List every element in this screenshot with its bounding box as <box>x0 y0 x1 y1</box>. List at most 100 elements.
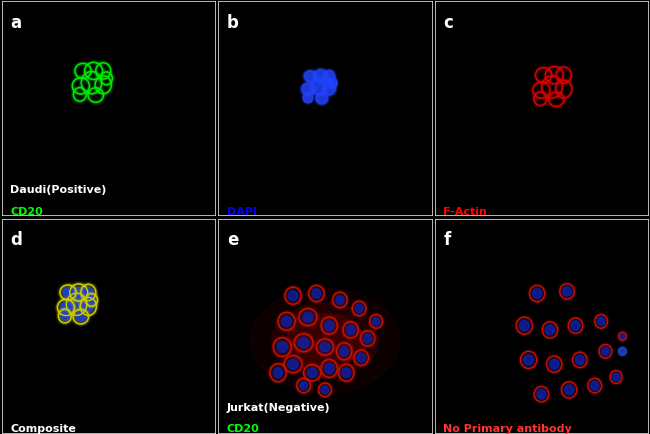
Ellipse shape <box>358 354 365 362</box>
Ellipse shape <box>323 81 335 95</box>
Ellipse shape <box>62 287 73 298</box>
Ellipse shape <box>302 92 313 103</box>
Ellipse shape <box>312 289 320 298</box>
Ellipse shape <box>306 367 318 378</box>
Ellipse shape <box>281 315 292 328</box>
Ellipse shape <box>311 79 326 95</box>
Ellipse shape <box>562 286 572 296</box>
Ellipse shape <box>311 288 321 299</box>
Ellipse shape <box>612 372 621 382</box>
Ellipse shape <box>301 82 316 96</box>
Ellipse shape <box>300 81 317 97</box>
Ellipse shape <box>302 311 315 323</box>
Ellipse shape <box>325 321 333 330</box>
Ellipse shape <box>299 380 309 391</box>
Text: No Primary antibody: No Primary antibody <box>443 424 572 434</box>
Text: f: f <box>443 231 450 250</box>
Ellipse shape <box>321 79 337 97</box>
Ellipse shape <box>73 286 85 299</box>
Ellipse shape <box>325 364 333 373</box>
Ellipse shape <box>288 290 298 301</box>
Ellipse shape <box>287 358 300 370</box>
Ellipse shape <box>335 295 345 305</box>
Ellipse shape <box>62 286 74 298</box>
Ellipse shape <box>327 77 337 89</box>
Ellipse shape <box>346 326 355 335</box>
Ellipse shape <box>620 334 625 339</box>
Ellipse shape <box>287 289 299 302</box>
Ellipse shape <box>326 77 339 89</box>
Text: DAPI: DAPI <box>227 207 257 217</box>
Ellipse shape <box>313 69 329 84</box>
Ellipse shape <box>282 316 291 326</box>
Ellipse shape <box>316 93 328 104</box>
Ellipse shape <box>70 298 83 311</box>
Ellipse shape <box>304 70 318 82</box>
Ellipse shape <box>519 320 530 332</box>
Ellipse shape <box>335 294 345 306</box>
Ellipse shape <box>61 302 71 312</box>
Ellipse shape <box>602 347 609 355</box>
Ellipse shape <box>339 346 349 357</box>
Ellipse shape <box>550 359 559 369</box>
Ellipse shape <box>314 92 330 105</box>
Ellipse shape <box>356 305 363 312</box>
Ellipse shape <box>289 291 298 300</box>
Text: d: d <box>10 231 22 250</box>
Ellipse shape <box>73 287 84 298</box>
Ellipse shape <box>60 311 70 321</box>
Ellipse shape <box>545 325 554 335</box>
Ellipse shape <box>597 317 605 326</box>
Ellipse shape <box>518 319 530 332</box>
Ellipse shape <box>75 312 86 322</box>
Ellipse shape <box>324 320 334 331</box>
Ellipse shape <box>363 334 372 343</box>
Ellipse shape <box>320 342 330 352</box>
Text: Jurkat(Negative): Jurkat(Negative) <box>227 403 331 413</box>
Ellipse shape <box>601 346 610 356</box>
Ellipse shape <box>612 373 620 381</box>
Ellipse shape <box>523 353 535 366</box>
Ellipse shape <box>310 78 327 96</box>
Ellipse shape <box>619 333 625 339</box>
Ellipse shape <box>273 367 283 378</box>
Ellipse shape <box>300 381 307 390</box>
Text: a: a <box>10 14 21 32</box>
Ellipse shape <box>309 76 328 97</box>
Ellipse shape <box>288 359 298 369</box>
Ellipse shape <box>320 385 330 395</box>
Ellipse shape <box>276 340 289 354</box>
Ellipse shape <box>88 296 95 304</box>
Ellipse shape <box>87 296 96 304</box>
Ellipse shape <box>562 286 573 297</box>
Ellipse shape <box>357 353 366 363</box>
Ellipse shape <box>323 69 335 84</box>
Polygon shape <box>272 303 378 378</box>
Ellipse shape <box>346 325 356 335</box>
Ellipse shape <box>601 347 610 356</box>
Ellipse shape <box>363 334 372 343</box>
Ellipse shape <box>363 333 373 344</box>
Ellipse shape <box>300 381 308 390</box>
Ellipse shape <box>304 71 317 82</box>
Ellipse shape <box>324 362 335 375</box>
Ellipse shape <box>563 287 571 296</box>
Text: Daudi(Positive): Daudi(Positive) <box>10 185 107 195</box>
Ellipse shape <box>70 296 84 312</box>
Ellipse shape <box>536 388 547 400</box>
Ellipse shape <box>596 316 606 326</box>
Ellipse shape <box>321 385 329 394</box>
Ellipse shape <box>549 359 560 370</box>
Polygon shape <box>287 314 363 368</box>
Ellipse shape <box>533 289 541 298</box>
Ellipse shape <box>307 368 318 378</box>
Ellipse shape <box>619 348 627 355</box>
Ellipse shape <box>340 347 348 356</box>
Ellipse shape <box>538 390 545 399</box>
Ellipse shape <box>83 300 94 312</box>
Ellipse shape <box>620 334 625 339</box>
Ellipse shape <box>354 303 364 314</box>
Ellipse shape <box>302 312 313 322</box>
Ellipse shape <box>315 92 328 105</box>
Ellipse shape <box>304 92 313 103</box>
